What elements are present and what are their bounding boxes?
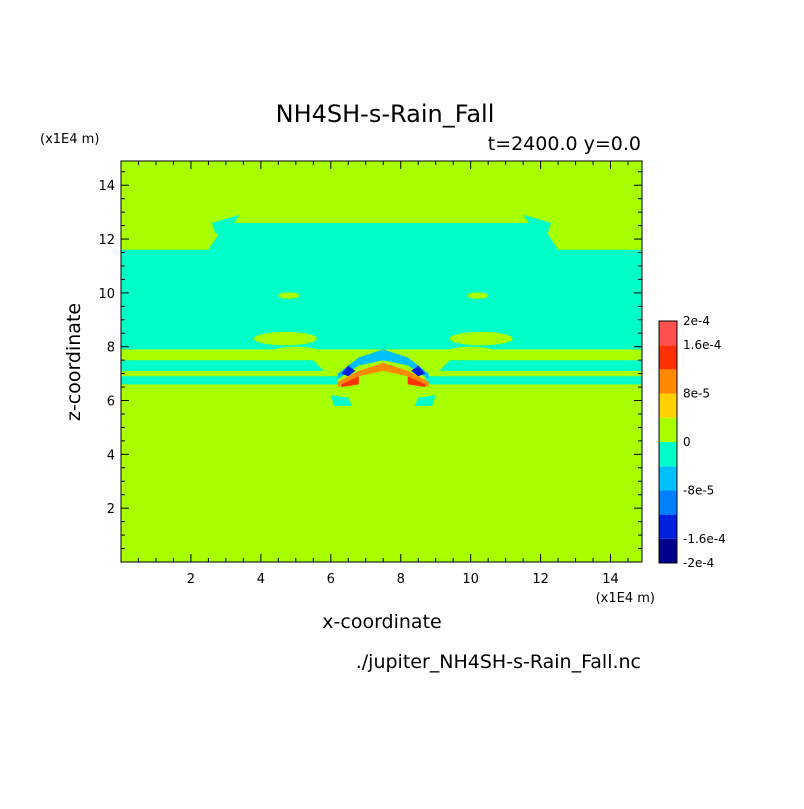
colorbar-swatch (659, 393, 677, 418)
y-tick-label: 8 (107, 341, 115, 356)
colorbar-tick-label: -8e-5 (683, 483, 714, 497)
colorbar-tick-label: 0 (683, 435, 691, 449)
colorbar-swatch (659, 345, 677, 370)
contour-region-band-lower-left (121, 360, 324, 371)
colorbar-swatch (659, 369, 677, 394)
chart-subtitle: t=2400.0 y=0.0 (488, 133, 641, 155)
colorbar-swatch (659, 321, 677, 346)
contour-region-arch-hot-left (341, 376, 359, 388)
contour-region-arch-cool (337, 349, 429, 379)
contour-region-blob-right (414, 395, 436, 406)
contour-region-cloud-band (121, 222, 642, 350)
colorbar-frame (658, 320, 678, 564)
x-tick-label: 12 (532, 572, 549, 587)
colorbar-swatch (659, 490, 677, 515)
plot-area (121, 161, 642, 562)
y-unit-label: (x1E4 m) (40, 132, 99, 147)
colorbar-tick-label: 1.6e-4 (683, 338, 721, 352)
contour-region-green-lobe-right (449, 331, 513, 346)
x-tick-label: 2 (187, 572, 195, 587)
contour-region-green-lobe-right-2 (446, 346, 496, 358)
colorbar-tick-label: -2e-4 (683, 556, 714, 570)
contour-region-green-eye-left (278, 292, 300, 299)
contour-region-blob-left (330, 395, 352, 406)
y-tick-label: 2 (107, 502, 115, 517)
x-tick-label: 4 (257, 572, 265, 587)
colorbar-swatch (659, 514, 677, 539)
colorbar-tick-label: 8e-5 (683, 387, 710, 401)
y-tick-label: 12 (98, 233, 115, 248)
footer-filename: ./jupiter_NH4SH-s-Rain_Fall.nc (356, 651, 641, 673)
contour-region-band-lower-right (439, 360, 642, 371)
colorbar-tick-label: 2e-4 (683, 314, 710, 328)
contour-region-band-lower-right-2 (425, 376, 642, 385)
colorbar: 2e-4 1.6e-4 8e-5 0 -8e-5 -1.6e-4 -2e-4 (658, 314, 726, 570)
y-tick-label: 4 (107, 448, 115, 463)
x-unit-label: (x1E4 m) (596, 591, 655, 606)
colorbar-swatch (659, 466, 677, 491)
colorbar-swatch (659, 538, 677, 563)
colorbar-tick-label: -1.6e-4 (683, 532, 726, 546)
x-tick-label: 6 (327, 572, 335, 587)
colorbar-swatch (659, 442, 677, 467)
y-axis-label: z-coordinate (63, 303, 85, 421)
contour-region-arch-hot-right (407, 376, 426, 388)
contour-region-band-lower-left-2 (121, 376, 338, 385)
contour-region-arch-warm (337, 362, 429, 388)
chart-title: NH4SH-s-Rain_Fall (276, 100, 495, 128)
axes: 2 4 6 8 10 12 14 2 4 6 8 10 12 14 (98, 160, 643, 587)
y-tick-label: 6 (107, 395, 115, 410)
y-tick-label: 14 (98, 179, 115, 194)
contour-region-arch-core-right (411, 365, 426, 377)
x-tick-label: 10 (462, 572, 479, 587)
contour-region-upper-left-patch (211, 214, 240, 234)
contour-region-green-eye-right (467, 292, 489, 299)
x-tick-label: 8 (397, 572, 405, 587)
x-axis-label: x-coordinate (322, 611, 441, 633)
y-tick-label: 10 (98, 287, 115, 302)
contour-region-arch-core-left (341, 365, 356, 377)
contour-region-upper-right-patch (523, 214, 552, 234)
contour-region-green-lobe-left (253, 331, 317, 346)
colorbar-swatch (659, 417, 677, 442)
contour-region-green-lobe-left-2 (271, 346, 321, 358)
plot-frame (120, 160, 643, 563)
x-tick-label: 14 (602, 572, 619, 587)
